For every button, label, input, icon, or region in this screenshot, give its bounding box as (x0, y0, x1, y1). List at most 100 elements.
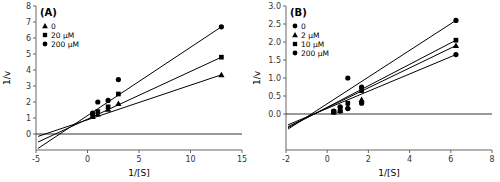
y-tick (33, 22, 36, 23)
point (116, 92, 121, 97)
x-axis-label: 1/[S] (128, 168, 150, 178)
point (115, 100, 121, 106)
legend-label: 20 μM (51, 31, 74, 40)
y-tick-label: 0.5 (268, 92, 281, 101)
marks (288, 18, 459, 129)
y-tick (33, 38, 36, 39)
legend-label: 10 μM (301, 40, 324, 49)
legend-label: 0 (51, 22, 56, 31)
legend-marker (292, 32, 298, 37)
y-tick (33, 54, 36, 55)
point (219, 55, 224, 60)
x-tick-label: 10 (185, 155, 195, 164)
x-tick-label: 15 (237, 155, 247, 164)
panel-title: (A) (40, 7, 57, 18)
x-tick (409, 150, 410, 153)
x-tick (327, 150, 328, 153)
legend-label: 200 μM (301, 49, 329, 58)
point (95, 99, 100, 104)
y-tick (33, 6, 36, 7)
x-tick (36, 150, 37, 153)
panel-title: (B) (290, 7, 307, 18)
y-tick-label: 0.0 (268, 110, 281, 119)
point (95, 109, 100, 114)
y-tick (283, 114, 286, 115)
y-tick (283, 24, 286, 25)
legend-marker (293, 42, 297, 46)
zero-line (286, 114, 492, 115)
fit-line (288, 20, 456, 129)
point (358, 96, 364, 102)
y-tick-label: 4 (26, 66, 31, 75)
y-tick-label: 1 (26, 114, 31, 123)
legend-label: 2 μM (301, 31, 319, 40)
y-tick (33, 86, 36, 87)
x-tick-label: 4 (407, 155, 412, 164)
legend-marker (43, 42, 48, 47)
point (331, 109, 336, 114)
y-tick (33, 134, 36, 135)
y-tick-label: 2.0 (268, 38, 281, 47)
point (345, 75, 350, 80)
point (90, 111, 95, 116)
fit-line (288, 40, 456, 127)
fit-line (38, 57, 221, 142)
point (331, 109, 336, 114)
point (345, 101, 350, 106)
point (331, 109, 337, 115)
y-tick (283, 78, 286, 79)
y-tick-label: 8 (26, 2, 31, 11)
legend-marker (42, 23, 48, 28)
y-axis-line (36, 6, 37, 150)
x-tick-label: 8 (489, 155, 494, 164)
y-tick (33, 118, 36, 119)
x-tick (190, 150, 191, 153)
legend-label: 0 (301, 22, 306, 31)
point (338, 104, 343, 109)
point (106, 104, 111, 109)
x-axis-label: 1/[S] (378, 168, 400, 178)
y-tick (283, 60, 286, 61)
y-tick-label: 3 (26, 82, 31, 91)
x-tick-label: 5 (136, 155, 141, 164)
y-tick (283, 96, 286, 97)
panel: -2024680.00.51.01.52.02.53.01/[S]1/v(B)0… (252, 2, 495, 178)
x-tick (492, 150, 493, 153)
y-axis-label: 1/v (252, 70, 262, 85)
panel: -50510150123456781/[S]1/v(A)020 μM200 μM (2, 2, 247, 178)
point (218, 72, 224, 78)
y-tick-label: 6 (26, 34, 31, 43)
x-tick (87, 150, 88, 153)
y-tick-label: 1.0 (268, 74, 281, 83)
point (116, 77, 121, 82)
point (453, 52, 458, 57)
point (453, 18, 458, 23)
background (0, 0, 500, 182)
x-axis-line (286, 150, 492, 151)
y-tick-label: 7 (26, 18, 31, 27)
point (359, 84, 364, 89)
x-tick (139, 150, 140, 153)
zero-line (36, 134, 242, 135)
y-tick (33, 102, 36, 103)
legend-marker (293, 51, 298, 56)
x-tick (286, 150, 287, 153)
x-tick (450, 150, 451, 153)
x-tick (368, 150, 369, 153)
legend-marker (293, 24, 298, 29)
point (106, 98, 111, 103)
y-tick-label: 2 (26, 98, 31, 107)
fit-line (38, 27, 221, 149)
x-tick-label: 6 (448, 155, 453, 164)
point (453, 42, 459, 48)
fit-line (38, 75, 221, 137)
x-tick-label: -5 (32, 155, 40, 164)
y-tick-label: 2.5 (268, 20, 281, 29)
legend-marker (43, 33, 47, 37)
y-tick-label: 3.0 (268, 2, 281, 11)
x-tick-label: 0 (325, 155, 330, 164)
x-tick (242, 150, 243, 153)
point (454, 38, 459, 43)
y-tick-label: 5 (26, 50, 31, 59)
y-tick (283, 6, 286, 7)
